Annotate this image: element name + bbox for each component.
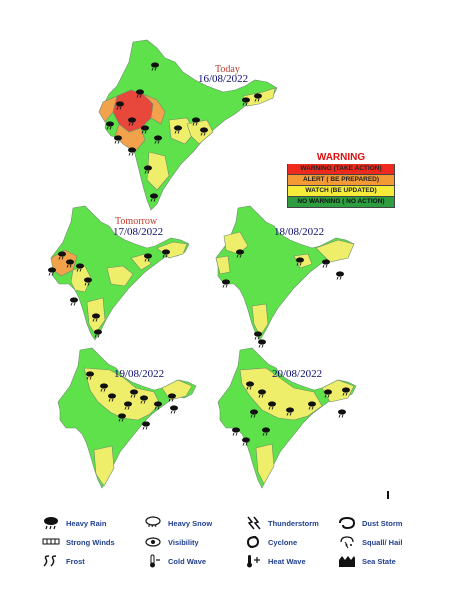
strong-winds-icon xyxy=(42,538,60,545)
legend-strong-winds: Strong Winds xyxy=(42,535,115,549)
map-day-3: 18/08/2022 xyxy=(210,205,365,346)
legend-thunderstorm: Thunderstorm xyxy=(244,516,319,530)
map-tomorrow: Tomorrow 17/08/2022 xyxy=(45,205,200,346)
legend-cold-wave: Cold Wave xyxy=(144,554,206,568)
legend-label: Cold Wave xyxy=(168,556,207,566)
heavy-snow-icon: * * * xyxy=(145,516,161,530)
map-day-5: 20/08/2022 xyxy=(210,347,370,493)
map-date-label: 20/08/2022 xyxy=(272,368,323,380)
legend-label: Strong Winds xyxy=(66,537,115,547)
legend-heavy-snow: * * * Heavy Snow xyxy=(144,516,212,530)
warning-row-orange: ALERT ( BE PREPARED) xyxy=(287,175,395,186)
map-today: Today 16/08/2022 xyxy=(95,39,295,215)
legend-frost: Frost xyxy=(42,554,85,568)
legend-heavy-rain: Heavy Rain xyxy=(42,516,106,530)
map-date-label: 16/08/2022 xyxy=(198,73,249,85)
tick-mark xyxy=(387,491,389,499)
legend-sea-state: Sea State xyxy=(338,554,396,568)
thunderstorm-icon xyxy=(247,516,261,530)
legend-label: Thunderstorm xyxy=(268,518,319,528)
india-map-tomorrow xyxy=(50,205,190,341)
cyclone-icon xyxy=(246,536,260,548)
sea-state-icon xyxy=(339,556,355,567)
legend-label: Heavy Snow xyxy=(168,518,213,528)
tomorrow-caption: Tomorrow xyxy=(115,216,158,227)
warning-row-red: WARNING (TAKE ACTION) xyxy=(287,164,395,175)
squall-hail-icon xyxy=(340,536,354,549)
symbol-legend: Heavy Rain * * * Heavy Snow Thunderstorm… xyxy=(38,512,418,576)
legend-heat-wave: Heat Wave xyxy=(244,554,306,568)
legend-label: Heavy Rain xyxy=(66,518,107,528)
heavy-rain-icon xyxy=(44,517,58,530)
map-date-label: 18/08/2022 xyxy=(274,226,325,238)
map-date-label: 17/08/2022 xyxy=(113,226,164,238)
warning-row-green: NO WARNING ( NO ACTION) xyxy=(287,197,395,208)
legend-label: Sea State xyxy=(362,556,396,566)
legend-squall-hail: Squall/ Hail xyxy=(338,535,402,549)
warning-legend: WARNING WARNING (TAKE ACTION) ALERT ( BE… xyxy=(287,152,395,208)
legend-label: Cyclone xyxy=(268,537,298,547)
svg-text:* * *: * * * xyxy=(148,525,157,530)
legend-label: Heat Wave xyxy=(268,556,306,566)
legend-label: Squall/ Hail xyxy=(362,537,403,547)
legend-cyclone: Cyclone xyxy=(244,535,297,549)
map-date-label: 19/08/2022 xyxy=(114,368,165,380)
warning-legend-title: WARNING xyxy=(316,152,366,163)
dust-storm-icon xyxy=(339,516,356,530)
india-map-day-3 xyxy=(215,205,355,341)
legend-label: Dust Storm xyxy=(362,518,403,528)
india-map-today xyxy=(98,39,278,211)
legend-label: Visibility xyxy=(168,537,199,547)
cold-wave-icon xyxy=(150,554,160,568)
legend-visibility: Visibility xyxy=(144,535,199,549)
warning-row-yellow: WATCH (BE UPDATED) xyxy=(287,186,395,197)
heat-wave-icon xyxy=(247,555,260,568)
today-caption: Today xyxy=(215,64,240,75)
frost-icon xyxy=(43,555,57,567)
visibility-icon xyxy=(145,537,161,547)
map-day-4: 19/08/2022 xyxy=(50,347,210,493)
legend-label: Frost xyxy=(66,556,85,566)
legend-dust-storm: Dust Storm xyxy=(338,516,402,530)
